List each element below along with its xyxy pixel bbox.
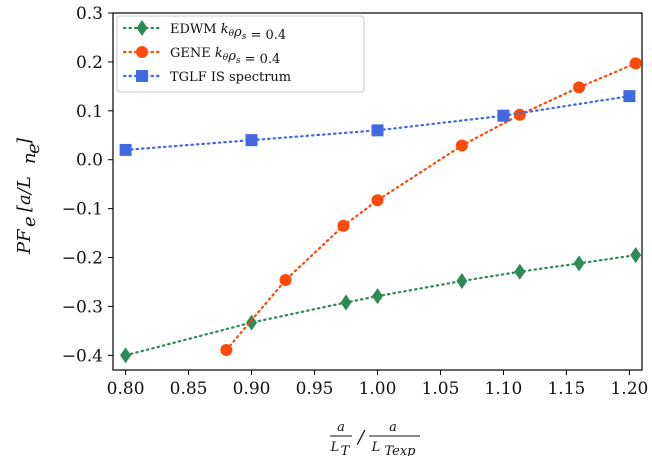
ylabel-units-suffix: ] [14, 137, 35, 146]
legend-item-tglf: TGLF IS spectrum [122, 70, 291, 85]
data-point [455, 139, 468, 152]
y-tick-label: 0.3 [76, 4, 103, 24]
data-point [629, 57, 642, 70]
ylabel-sub: e [19, 216, 40, 227]
data-point [245, 134, 258, 147]
data-point [497, 109, 510, 122]
y-tick-label: −0.2 [62, 249, 103, 269]
legend-label: EDWM kθρs = 0.4 [170, 22, 286, 43]
y-tick-label: −0.1 [62, 200, 103, 220]
x-tick-label: 1.15 [547, 379, 585, 399]
legend: EDWM kθρs = 0.4 GENE kθρs = 0.4 TGLF IS sp… [116, 15, 365, 93]
data-point [120, 347, 132, 364]
x-tick-label: 0.85 [170, 379, 208, 399]
ylabel-units-sub: n [19, 152, 40, 164]
series-layer [119, 57, 642, 364]
y-tick-label: −0.3 [62, 297, 103, 317]
x-axis-label: a L T / a L Texp [330, 420, 420, 456]
data-point [372, 288, 383, 305]
data-point [220, 343, 233, 356]
legend-marker [136, 70, 148, 82]
x-tick-label: 0.95 [296, 379, 334, 399]
data-point [630, 247, 642, 264]
data-point [456, 272, 468, 289]
legend-label: TGLF IS spectrum [170, 70, 291, 85]
ylabel-units-prefix: [a/L [14, 176, 35, 212]
x-tick-label: 0.80 [107, 379, 145, 399]
xlabel-frac2-den-sub: Texp [384, 444, 416, 456]
legend-item-gene: GENE kθρs = 0.4 [122, 46, 280, 67]
series-line [124, 253, 637, 357]
series-line [225, 62, 637, 352]
x-tick-label: 1.20 [610, 379, 648, 399]
xlabel-frac1-num: a [337, 420, 345, 435]
legend-box [116, 15, 365, 93]
data-point [573, 81, 586, 94]
xlabel-frac2-den: L [371, 440, 381, 455]
legend-item-edwm: EDWM kθρs = 0.4 [122, 20, 286, 43]
data-point [513, 108, 526, 121]
y-tick-label: 0.1 [76, 102, 103, 122]
xlabel-frac1-den-sub: T [341, 444, 351, 456]
x-tick-label: 1.10 [485, 379, 523, 399]
data-point [371, 124, 384, 137]
legend-marker [136, 46, 148, 58]
series-gene [220, 57, 642, 356]
x-tick-label: 1.00 [359, 379, 397, 399]
data-point [119, 143, 132, 156]
y-tick-label: 0.0 [76, 151, 103, 171]
y-axis-label: PF e [a/L n e ] [14, 137, 44, 255]
data-point [246, 314, 258, 331]
x-axis: 0.80 0.85 0.90 0.95 1.00 1.05 1.10 1.15 1.20 [107, 370, 648, 399]
xlabel-frac2-num: a [389, 420, 397, 435]
data-point [340, 294, 352, 311]
ylabel-text: PF [14, 228, 35, 255]
data-point [337, 219, 350, 232]
series-edwm [120, 247, 642, 364]
y-axis: −0.4 −0.3 −0.2 −0.1 0.0 0.1 0.2 0.3 [62, 4, 113, 366]
series-tglf [119, 90, 636, 156]
y-tick-label: −0.4 [62, 346, 103, 366]
data-point [623, 90, 636, 103]
xlabel-frac1-den: L [330, 440, 340, 455]
x-tick-label: 1.05 [422, 379, 460, 399]
data-point [371, 194, 384, 207]
data-point [573, 255, 585, 272]
xlabel-slash: / [356, 427, 366, 448]
ylabel-units-subsub: e [23, 143, 44, 154]
legend-marker [136, 20, 148, 36]
data-point [279, 274, 292, 287]
x-tick-label: 0.90 [233, 379, 271, 399]
y-tick-label: 0.2 [76, 53, 103, 73]
legend-label: GENE kθρs = 0.4 [170, 46, 280, 67]
data-point [514, 263, 526, 280]
